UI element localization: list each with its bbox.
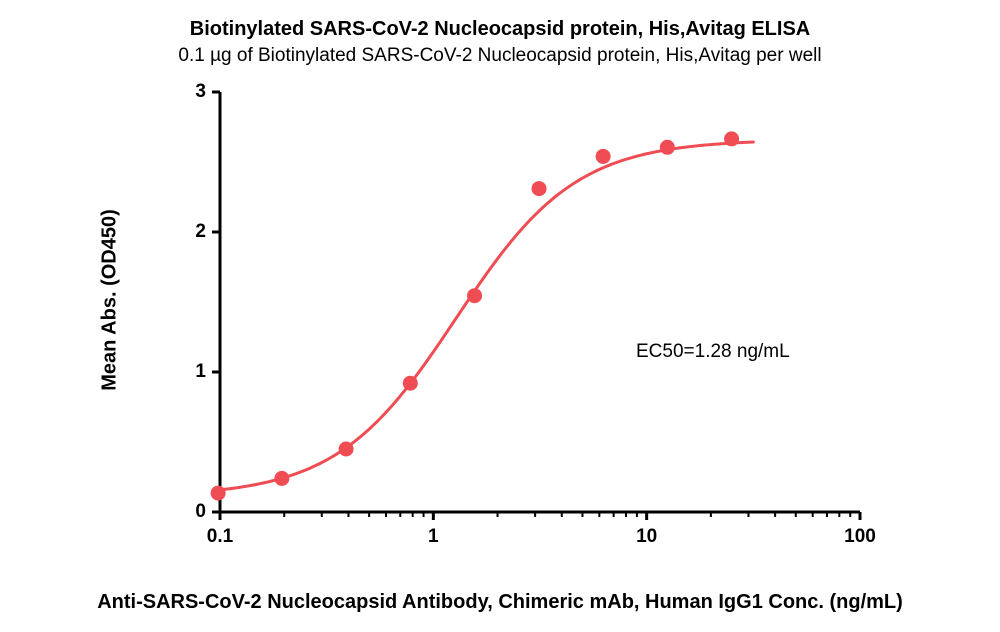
y-tick-label: 3 — [166, 81, 206, 103]
plot-svg — [220, 92, 860, 512]
chart-subtitle: 0.1 µg of Biotinylated SARS-CoV-2 Nucleo… — [0, 45, 1000, 67]
x-tick-label: 0.1 — [207, 526, 233, 548]
x-axis-label: Anti-SARS-CoV-2 Nucleocapsid Antibody, C… — [0, 591, 1000, 614]
x-tick-label: 10 — [636, 526, 657, 548]
x-tick-label: 100 — [844, 526, 876, 548]
y-tick-label: 1 — [166, 361, 206, 383]
y-tick-label: 0 — [166, 501, 206, 523]
x-tick-label: 1 — [428, 526, 439, 548]
y-axis-label: Mean Abs. (OD450) — [99, 209, 122, 391]
chart-container: Biotinylated SARS-CoV-2 Nucleocapsid pro… — [0, 0, 1000, 632]
title-block: Biotinylated SARS-CoV-2 Nucleocapsid pro… — [0, 18, 1000, 67]
plot-area: 01230.1110100EC50=1.28 ng/mL — [220, 92, 860, 512]
y-tick-label: 2 — [166, 221, 206, 243]
chart-title: Biotinylated SARS-CoV-2 Nucleocapsid pro… — [0, 18, 1000, 41]
ec50-annotation: EC50=1.28 ng/mL — [636, 341, 790, 363]
